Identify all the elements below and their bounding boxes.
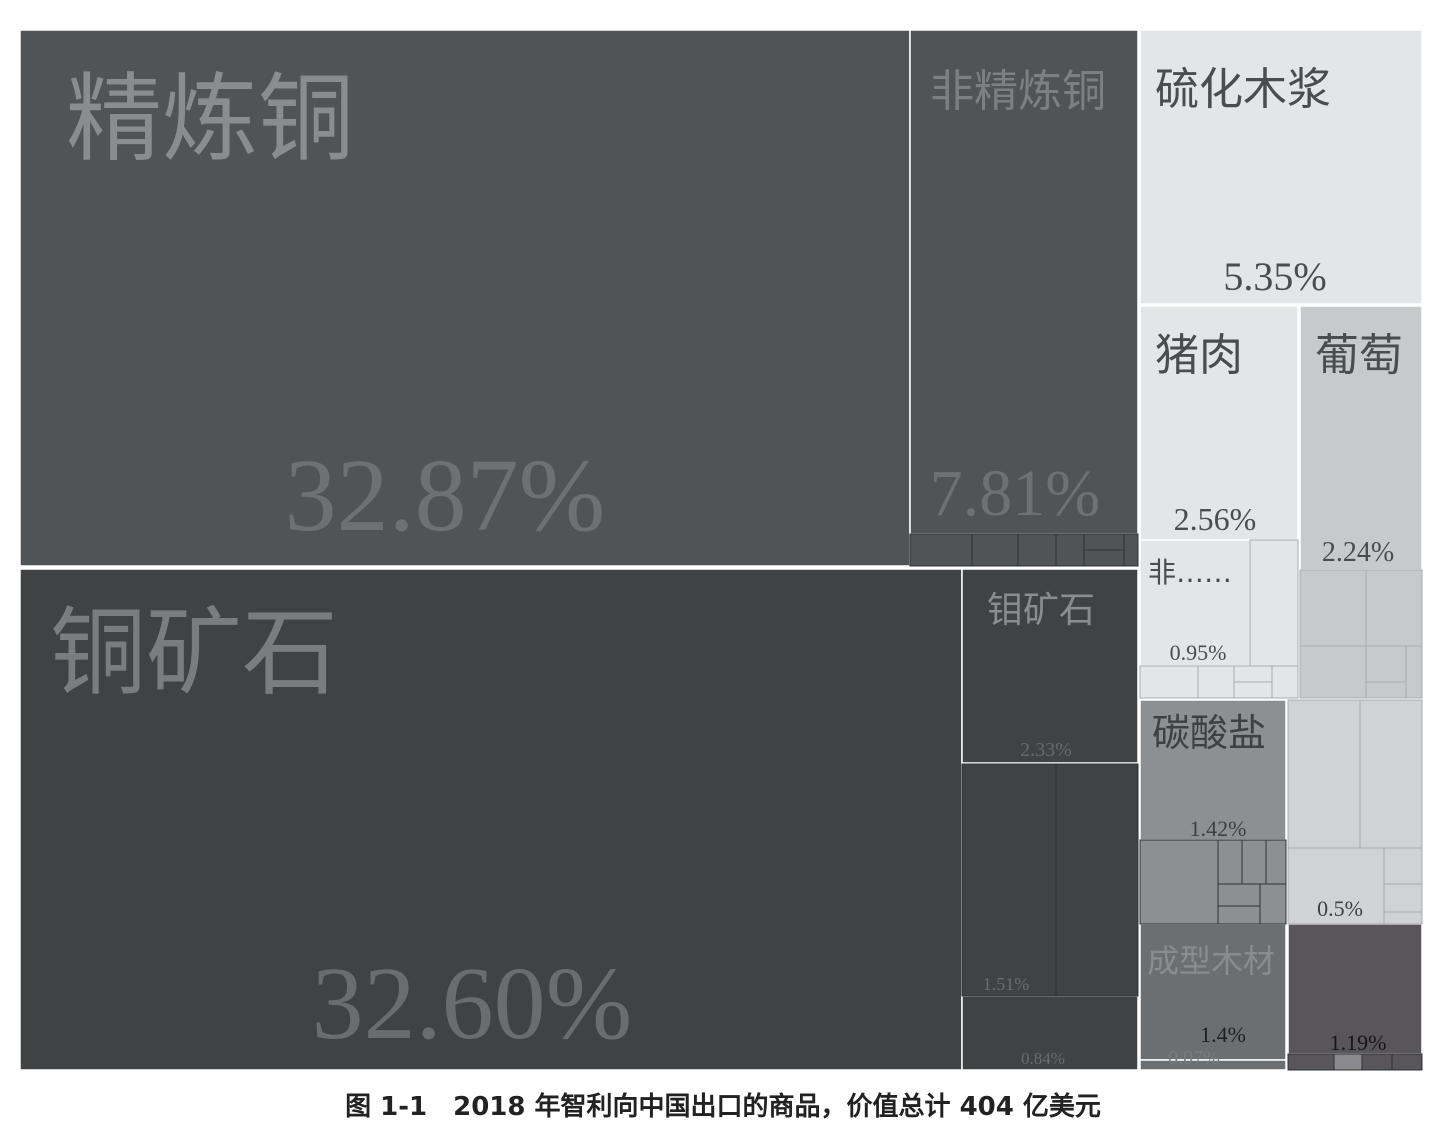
treemap-chart: 精炼铜 32.87% 非精炼铜 7.81% 铜矿石 32.60% 钼矿石 2.33% 1.51%… [19,29,1423,1071]
cell-label-shaped-wood: 成型木材 [1147,942,1275,980]
treemap-cell-copper-ore [19,568,963,1071]
cell-value-other-ore-2: 0.84% [1021,1049,1065,1068]
treemap-subtile [1405,645,1423,699]
treemap-subtile [1299,569,1367,647]
treemap-subtile [1259,883,1287,925]
cell-value-unrefined-copper: 7.81% [930,457,1100,530]
cell-value-sulfate-pulp: 5.35% [1223,254,1326,299]
treemap-cell-molybdenum-ore [961,568,1139,764]
treemap-subtile [1217,905,1261,925]
treemap-subtile [1265,839,1287,885]
treemap-subtile [1383,883,1423,913]
treemap-subtile [1361,1053,1393,1071]
cell-label-refined-copper: 精炼铜 [66,63,354,175]
cell-value-molybdenum-ore: 2.33% [1020,739,1072,761]
treemap-subtile [1287,699,1361,849]
treemap-subtile [1123,533,1139,567]
figure-caption: 图 1-1 2018 年智利向中国出口的商品，价值总计 404 亿美元 [345,1092,1101,1122]
cell-label-grapes: 葡萄 [1315,330,1403,381]
cell-value-dark-misc: 1.19% [1330,1030,1387,1055]
treemap-cell-grapes [1299,305,1423,571]
treemap-cell-shaped-wood [1139,923,1287,1061]
treemap-cell-sulfate-pulp [1139,29,1423,305]
treemap-subtile [1287,847,1385,925]
treemap-subtile [1299,645,1367,699]
cell-label-molybdenum-ore: 钼矿石 [987,590,1095,631]
cell-label-carbonate: 碳酸盐 [1152,711,1266,755]
cell-label-pork: 猪肉 [1155,330,1243,381]
cell-value-other-ore-1: 1.51% [983,974,1030,994]
treemap-subtiles [909,533,1423,1071]
cell-value-carbonate: 1.42% [1190,816,1247,841]
treemap-subtile [1365,681,1407,699]
cell-label-unrefined-copper: 非精炼铜 [930,66,1106,117]
treemap-subtile [971,533,1019,567]
treemap-subtile [1083,533,1125,551]
treemap-subtile [1233,681,1273,699]
treemap-subtile [1391,1053,1423,1071]
treemap-subtile [1359,699,1423,849]
treemap-subtile [1217,839,1243,885]
treemap-subtile [1271,665,1299,699]
treemap-subtile [961,763,1057,997]
cell-label-non-item: 非…… [1148,556,1232,589]
treemap-subtile [1139,839,1219,925]
treemap-subtile [1365,645,1407,683]
treemap-cell-unrefined-copper [909,29,1139,535]
treemap-subtile [1287,1053,1335,1071]
cell-value-non-item: 0.95% [1170,640,1227,665]
cell-value-copper-ore: 32.60% [312,946,633,1061]
treemap-cell-refined-copper [19,29,911,567]
treemap-labels: 精炼铜 32.87% 非精炼铜 7.81% 铜矿石 32.60% 钼矿石 2.33% 1.51%… [50,63,1403,1069]
cell-value-grapes: 2.24% [1322,537,1394,568]
cell-label-sulfate-pulp: 硫化木浆 [1155,64,1331,115]
treemap-subtile [1241,839,1267,885]
treemap-subtile [1017,533,1057,567]
treemap-subtile [1139,665,1199,699]
cell-value-shaped-wood: 1.4% [1200,1022,1246,1047]
treemap-subtile [909,533,973,567]
treemap-subtile [1365,569,1423,647]
treemap-cell-other-ore-2 [961,995,1139,1071]
treemap-subtile [1383,847,1423,885]
treemap-cell-pork [1139,305,1299,541]
treemap-subtile [1217,883,1261,907]
treemap-cell-dark-misc [1287,923,1423,1055]
cell-value-small-item: 0.07% [1168,1047,1220,1069]
treemap-subtile [1055,533,1085,567]
cell-value-pork: 2.56% [1174,501,1257,537]
treemap-subtile [1383,911,1423,925]
treemap-subtile [1249,539,1299,667]
treemap-cell-small-item [1139,1059,1287,1071]
treemap-cell-non-item [1139,539,1251,667]
treemap-subtile [1333,1053,1363,1071]
treemap-subtile [1055,763,1139,997]
cell-label-copper-ore: 铜矿石 [50,597,338,709]
cell-value-light-misc: 0.5% [1317,896,1363,921]
treemap-subtile [1083,549,1125,567]
treemap-subtile [1233,665,1273,683]
cell-value-refined-copper: 32.87% [285,438,606,553]
treemap-subtile [1197,665,1235,699]
